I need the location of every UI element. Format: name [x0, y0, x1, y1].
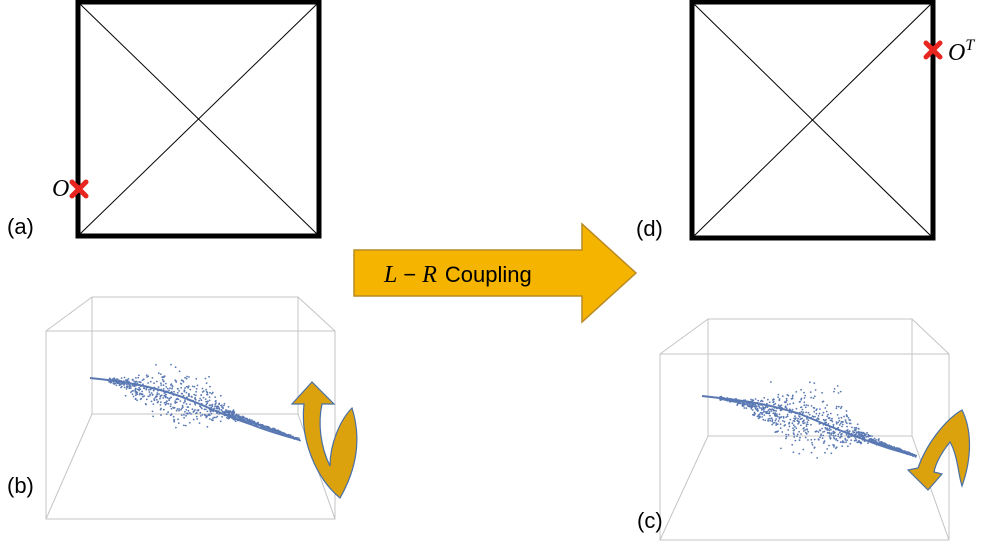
spine-curve-c — [701, 395, 917, 457]
panel-a: O (a) — [7, 0, 322, 239]
scatter-cloud-c — [719, 381, 917, 459]
spine-curve-b — [89, 377, 301, 441]
coupling-arrow-label: L − R Coupling — [383, 262, 532, 288]
curved-arrow-down-icon — [906, 409, 971, 491]
marker-label-o: O — [52, 176, 69, 202]
diagonal-d-2 — [693, 3, 932, 237]
panel-label-c: (c) — [637, 508, 663, 533]
panel-label-a: (a) — [7, 214, 34, 239]
panel-label-b: (b) — [7, 473, 34, 498]
bounding-box-b — [45, 296, 336, 520]
diagonal-a-2 — [79, 3, 318, 235]
curved-arrow-up-icon — [290, 381, 358, 499]
penrose-square-a — [75, 0, 322, 239]
scatter-cloud-b — [108, 363, 301, 442]
panel-label-d: (d) — [636, 216, 663, 241]
panel-d: OT (d) — [636, 0, 975, 241]
penrose-square-d — [689, 0, 936, 241]
panel-c: (c) — [637, 318, 971, 541]
red-x-icon — [69, 179, 89, 199]
panel-b: (b) — [7, 296, 358, 520]
red-x-icon — [923, 40, 943, 60]
coupling-arrow: L − R Coupling — [353, 222, 638, 324]
marker-label-ot: OT — [948, 37, 975, 66]
